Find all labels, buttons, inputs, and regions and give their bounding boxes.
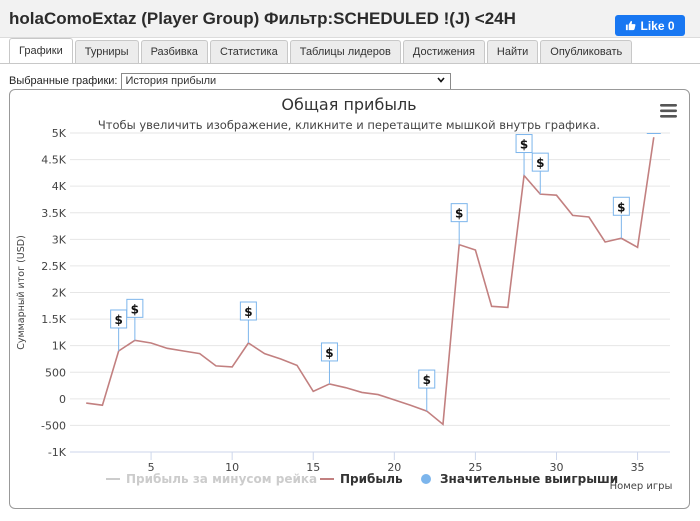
thumbs-up-icon xyxy=(626,20,636,31)
big-win-flag-label: $ xyxy=(617,200,625,214)
page-title: holaComoExtaz (Player Group) Фильтр:SCHE… xyxy=(9,9,516,28)
profit-chart[interactable]: Общая прибыль Чтобы увеличить изображение… xyxy=(10,90,689,508)
y-tick-label: -500 xyxy=(41,419,66,432)
tab-6[interactable]: Найти xyxy=(486,40,539,63)
facebook-like-button[interactable]: Like 0 xyxy=(615,15,685,36)
chart-select-value: История прибыли xyxy=(125,74,217,87)
x-tick-label: 20 xyxy=(387,461,401,474)
chart-selector-label: Выбранные графики: xyxy=(9,75,118,87)
y-tick-label: 2K xyxy=(52,287,67,300)
tab-0[interactable]: Графики xyxy=(9,38,73,63)
tab-bar: Графики Турниры Разбивка Статистика Таблицы … xyxy=(9,38,633,63)
chart-title: Общая прибыль xyxy=(281,95,416,114)
y-tick-label: 4K xyxy=(52,180,67,193)
x-tick-label: 10 xyxy=(225,461,239,474)
tab-1[interactable]: Турниры xyxy=(74,40,139,63)
chart-container: Общая прибыль Чтобы увеличить изображение… xyxy=(9,89,690,509)
chart-subtitle: Чтобы увеличить изображение, кликните и … xyxy=(98,118,600,132)
legend-item-2[interactable]: Значительные выигрыши xyxy=(421,472,618,486)
hamburger-menu-icon[interactable] xyxy=(660,104,677,118)
x-tick-label: 30 xyxy=(549,461,563,474)
chevron-down-icon xyxy=(437,76,446,83)
y-axis-label: Суммарный итог (USD) xyxy=(16,235,27,350)
x-tick-label: 5 xyxy=(148,461,155,474)
like-count-label: Like 0 xyxy=(640,18,675,33)
profit-series-line[interactable] xyxy=(86,137,655,426)
big-win-flag-label: $ xyxy=(244,305,252,319)
big-win-flag-label: $ xyxy=(131,302,139,316)
big-win-flag[interactable]: $ xyxy=(110,309,128,351)
big-win-flag[interactable]: $ xyxy=(239,301,257,344)
x-tick-label: 35 xyxy=(631,461,645,474)
big-win-flag-label: $ xyxy=(423,373,431,387)
big-win-flag[interactable]: $ xyxy=(320,342,338,384)
chart-select[interactable]: История прибыли xyxy=(121,72,452,90)
y-tick-label: 2.5K xyxy=(41,260,66,273)
big-win-flag-label: $ xyxy=(114,313,122,327)
y-tick-label: 500 xyxy=(45,366,66,379)
legend-item-1[interactable]: Прибыль xyxy=(320,472,403,486)
y-tick-label: 3K xyxy=(52,233,67,246)
y-tick-label: 4.5K xyxy=(41,154,66,167)
big-win-flag[interactable]: $ xyxy=(450,203,468,245)
legend-label: Прибыль за минусом рейка xyxy=(126,472,317,486)
page-header: holaComoExtaz (Player Group) Фильтр:SCHE… xyxy=(0,0,700,38)
tab-5[interactable]: Достижения xyxy=(402,40,485,63)
x-tick-label: 15 xyxy=(306,461,320,474)
big-win-flag[interactable]: $ xyxy=(612,196,630,239)
y-tick-label: 1K xyxy=(52,340,67,353)
legend-symbol xyxy=(421,474,431,484)
y-tick-label: -1K xyxy=(48,446,67,459)
big-win-flag[interactable]: $ xyxy=(531,152,549,195)
chart-selector-row: Выбранные графики: История прибыли xyxy=(9,72,452,90)
big-win-flag[interactable]: $ xyxy=(126,298,144,341)
x-tick-label: 25 xyxy=(468,461,482,474)
tab-2[interactable]: Разбивка xyxy=(140,40,208,63)
big-win-flag-label: $ xyxy=(536,156,544,170)
big-win-flag-label: $ xyxy=(520,138,528,152)
tab-divider xyxy=(0,63,700,64)
big-win-flag[interactable]: $ xyxy=(418,369,436,412)
legend-label: Прибыль xyxy=(340,472,403,486)
tab-4[interactable]: Таблицы лидеров xyxy=(289,40,401,63)
y-tick-label: 1.5K xyxy=(41,313,66,326)
big-win-flag-label: $ xyxy=(455,207,463,221)
legend-label: Значительные выигрыши xyxy=(440,472,618,486)
y-tick-label: 0 xyxy=(59,393,66,406)
tab-3[interactable]: Статистика xyxy=(209,40,288,63)
y-tick-label: 3.5K xyxy=(41,207,66,220)
tab-7[interactable]: Опубликовать xyxy=(540,40,633,63)
x-axis-label: Номер игры xyxy=(610,481,673,492)
y-tick-label: 5K xyxy=(52,127,67,140)
big-win-flag[interactable]: $ xyxy=(515,134,533,176)
big-win-flag-label: $ xyxy=(325,346,333,360)
legend-item-0[interactable]: Прибыль за минусом рейка xyxy=(106,472,317,486)
